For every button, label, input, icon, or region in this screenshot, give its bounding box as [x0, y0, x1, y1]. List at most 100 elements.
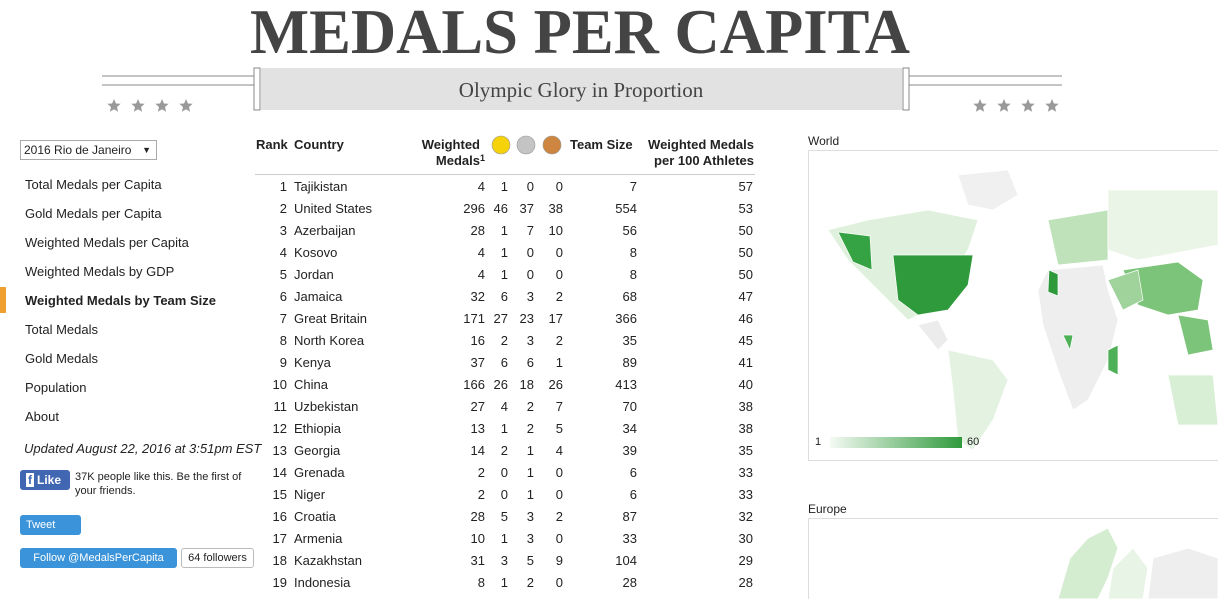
bronze: 38	[548, 201, 563, 216]
bronze: 0	[555, 267, 563, 282]
country-shape	[957, 169, 1019, 211]
country: Ethiopia	[294, 421, 341, 436]
bronze-icon	[542, 135, 562, 155]
gold: 26	[493, 377, 508, 392]
rank: 15	[272, 487, 287, 502]
map-title: World	[808, 134, 840, 148]
per-100: 33	[738, 465, 753, 480]
weighted-medals: 16	[470, 333, 485, 348]
rank: 5	[279, 267, 287, 282]
team-size: 6	[629, 465, 637, 480]
weighted-medals: 32	[470, 289, 485, 304]
per-100: 29	[738, 553, 753, 568]
gold: 5	[500, 509, 508, 524]
silver: 2	[526, 399, 534, 414]
team-size: 68	[622, 289, 637, 304]
weighted-medals: 14	[470, 443, 485, 458]
star	[131, 99, 145, 112]
rank: 12	[272, 421, 287, 436]
per-100: 45	[738, 333, 753, 348]
nav-item[interactable]: Weighted Medals per Capita	[25, 235, 189, 250]
rank: 18	[272, 553, 287, 568]
like-button[interactable]: f Like	[20, 470, 70, 490]
rank: 14	[272, 465, 287, 480]
per-100: 50	[738, 245, 753, 260]
country-shape	[892, 254, 974, 316]
tweet-button[interactable]: Tweet	[20, 515, 81, 535]
per-100: 40	[738, 377, 753, 392]
country: North Korea	[294, 333, 365, 348]
country: Azerbaijan	[294, 223, 356, 238]
weighted-medals: 37	[470, 355, 485, 370]
country-shape	[1062, 334, 1074, 352]
country-shape	[1037, 264, 1119, 411]
like-label: Like	[37, 473, 62, 487]
weighted-medals: 166	[463, 377, 485, 392]
event-select[interactable]: 2016 Rio de Janeiro ▼	[20, 140, 157, 160]
team-size: 6	[629, 487, 637, 502]
follow-button[interactable]: Follow @MedalsPerCapita	[20, 548, 177, 568]
nav-item[interactable]: Gold Medals	[25, 351, 98, 366]
weighted-medals: 10	[470, 531, 485, 546]
bronze: 0	[555, 487, 563, 502]
legend-bar	[830, 437, 962, 448]
per-100: 50	[738, 267, 753, 282]
per-100: 50	[738, 223, 753, 238]
team-size: 8	[629, 267, 637, 282]
rank: 17	[272, 531, 287, 546]
country-shape	[1047, 209, 1109, 266]
like-text: 37K people like this. Be the first of yo…	[75, 471, 242, 497]
country-shape	[837, 231, 873, 271]
weighted-medals: 28	[470, 509, 485, 524]
nav-item[interactable]: About	[25, 409, 59, 424]
nav-item[interactable]: Population	[25, 380, 87, 395]
header-per100: Weighted Medals per 100 Athletes	[648, 137, 754, 168]
country-shape	[947, 349, 1009, 451]
team-size: 89	[622, 355, 637, 370]
country: Jamaica	[294, 289, 343, 304]
weighted-medals: 4	[477, 267, 485, 282]
nav-item[interactable]: Weighted Medals by Team Size	[25, 293, 216, 308]
silver: 23	[519, 311, 534, 326]
country: Grenada	[294, 465, 345, 480]
country-shape	[1122, 261, 1204, 316]
team-size: 56	[622, 223, 637, 238]
star	[997, 99, 1011, 112]
updated: Updated August 22, 2016 at 3:51pm EST	[24, 441, 262, 456]
team-size: 104	[615, 553, 637, 568]
country-shape	[1107, 269, 1144, 311]
team-size: 28	[622, 575, 637, 590]
gold: 1	[500, 267, 508, 282]
select-text: 2016 Rio de Janeiro	[24, 143, 132, 157]
rank: 16	[272, 509, 287, 524]
silver: 7	[526, 223, 534, 238]
per-100: 47	[738, 289, 753, 304]
silver: 37	[519, 201, 534, 216]
silver: 0	[526, 179, 534, 194]
nav-item[interactable]: Gold Medals per Capita	[25, 206, 162, 221]
gold: 4	[500, 399, 508, 414]
map-title: Europe	[808, 502, 847, 516]
country-shape	[1057, 527, 1119, 599]
silver: 2	[526, 575, 534, 590]
silver: 2	[526, 421, 534, 436]
followers[interactable]: 64 followers	[181, 548, 254, 568]
weighted-medals: 171	[463, 311, 485, 326]
weighted-medals: 28	[470, 223, 485, 238]
country: Tajikistan	[294, 179, 348, 194]
nav-item[interactable]: Weighted Medals by GDP	[25, 264, 175, 279]
nav-item[interactable]: Total Medals per Capita	[25, 177, 162, 192]
per-100: 30	[738, 531, 753, 546]
country-shape	[1167, 374, 1218, 426]
bronze: 10	[548, 223, 563, 238]
stars	[107, 99, 1059, 112]
silver: 6	[526, 355, 534, 370]
header-weighted: Weighted Medals	[421, 137, 480, 168]
team-size: 39	[622, 443, 637, 458]
gold: 46	[493, 201, 508, 216]
nav-item[interactable]: Total Medals	[25, 322, 98, 337]
star	[1021, 99, 1035, 112]
team-size: 554	[615, 201, 637, 216]
bronze: 9	[555, 553, 563, 568]
team-size: 70	[622, 399, 637, 414]
